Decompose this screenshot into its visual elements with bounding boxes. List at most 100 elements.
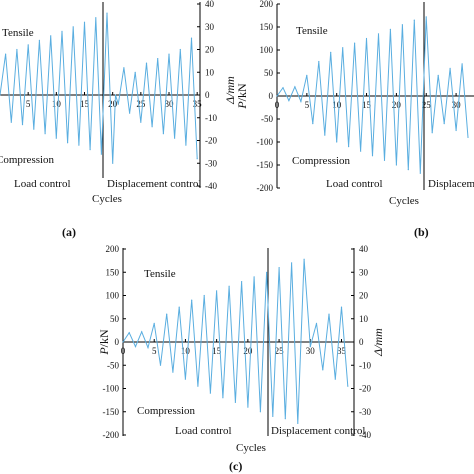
panel-a-point xyxy=(89,149,91,151)
panel-c-y-tick-label: 50 xyxy=(110,314,120,324)
panel-b-point xyxy=(389,28,391,30)
panel-a-point xyxy=(10,121,12,123)
panel-c-point xyxy=(340,306,343,308)
panel-c-point xyxy=(178,306,180,308)
panel-b-point xyxy=(354,42,356,44)
panel-a-x-tick-label: 15 xyxy=(80,99,90,109)
panel-c-y2-tick-label: -40 xyxy=(359,430,371,440)
panel-a-point xyxy=(151,126,153,128)
panel-c-tensile-label: Tensile xyxy=(144,268,176,280)
panel-c-point xyxy=(309,346,311,348)
panel-b: 0 5 10 15 20 25 30 200150100500-50-100-150-200… xyxy=(235,0,474,239)
panel-c-x-tick-label: 25 xyxy=(275,346,285,356)
panel-a-point xyxy=(134,71,136,73)
panel-a-point xyxy=(157,58,159,60)
panel-b-points xyxy=(276,16,469,174)
panel-a-point xyxy=(5,53,7,55)
panel-a-point xyxy=(106,12,108,14)
panel-c-point xyxy=(322,369,324,371)
panel-c-x-tick-label: 15 xyxy=(212,346,222,356)
panel-a-point xyxy=(114,94,117,96)
panel-b-point xyxy=(276,95,278,97)
panel-a-point xyxy=(140,121,142,123)
panel-b-point xyxy=(324,134,326,136)
panel-a-x-tick-label: 20 xyxy=(108,99,118,109)
panel-c-point xyxy=(216,290,218,292)
panel-a-point xyxy=(67,142,69,144)
panel-c-y-tick-label: 0 xyxy=(115,337,120,347)
panel-b-point xyxy=(443,123,445,125)
panel-b-x-tick-label: 25 xyxy=(422,100,432,110)
panel-b-point xyxy=(342,47,344,49)
panel-c-point xyxy=(172,371,174,373)
panel-c-x-tick-label: 35 xyxy=(337,346,347,356)
panel-b-x-tick-label: 15 xyxy=(362,100,372,110)
panel-c-point xyxy=(328,313,330,315)
panel-c-y-tick-label: 100 xyxy=(106,291,120,301)
panel-b-x-tick-label: 0 xyxy=(275,100,280,110)
panel-a-point xyxy=(196,158,198,160)
panel-b-point xyxy=(407,169,409,171)
panel-a-y2-tick-label: 20 xyxy=(205,45,215,55)
panel-c-y-tick-label: -50 xyxy=(107,360,119,370)
panel-c-x-tick-label: 5 xyxy=(152,346,157,356)
panel-c-x-label: Cycles xyxy=(236,442,266,454)
panel-c-point xyxy=(141,331,143,333)
panel-c-point xyxy=(184,378,186,380)
panel-a-point xyxy=(83,21,86,23)
panel-b-x-tick-label: 30 xyxy=(452,100,462,110)
panel-b-y-tick-label: 100 xyxy=(260,45,274,55)
panel-a-x-tick-label: 10 xyxy=(52,99,62,109)
panel-c-point xyxy=(291,262,293,264)
panel-c-point xyxy=(284,418,286,420)
panel-a: 5 10 15 20 25 30 35 40 30 20 10 0 -10 -20 -30 -40 Tens… xyxy=(0,0,237,239)
panel-b-point xyxy=(419,172,421,174)
panel-c-point xyxy=(315,322,318,324)
panel-b-y-tick-label: -50 xyxy=(261,114,273,124)
panel-a-point xyxy=(61,30,63,32)
panel-b-x-label: Cycles xyxy=(389,195,419,207)
panel-a-y2-tick-label: 10 xyxy=(205,67,215,77)
panel-c-point xyxy=(259,411,261,413)
panel-a-load-control-label: Load control xyxy=(14,178,71,190)
panel-c-y-tick-label: 200 xyxy=(106,244,120,254)
panel-a-x-tick-label: 30 xyxy=(165,99,175,109)
panel-c-point xyxy=(166,313,168,315)
panel-a-y2-tick-label: 0 xyxy=(205,90,210,100)
panel-c-load-control-label: Load control xyxy=(175,425,232,437)
panel-c-y2-tick-label: 20 xyxy=(359,291,369,301)
panel-a-tensile-label: Tensile xyxy=(2,27,34,39)
panel-a-y2-tick-label: -10 xyxy=(205,113,217,123)
panel-a-point xyxy=(168,53,170,55)
panel-a-points xyxy=(0,12,198,164)
panel-a-y2-tick-label: 40 xyxy=(205,0,215,9)
panel-b-point xyxy=(365,37,368,40)
panel-b-point xyxy=(467,136,469,138)
panel-c-point xyxy=(128,332,130,334)
panel-c-displacement-control-label: Displacement control xyxy=(271,425,365,437)
panel-b-point xyxy=(306,74,308,76)
panel-a-point xyxy=(0,94,1,96)
panel-b-point xyxy=(383,159,386,161)
panel-a-x-tick-label: 35 xyxy=(193,99,203,109)
panel-b-point xyxy=(312,123,314,125)
panel-a-point xyxy=(185,144,187,146)
panel-c-point xyxy=(266,271,268,273)
panel-b-point xyxy=(401,24,403,26)
panel-a-point xyxy=(72,26,74,28)
panel-c-y2-tick-label: 30 xyxy=(359,267,369,277)
panel-a-point xyxy=(55,137,57,139)
panel-c-point xyxy=(203,294,205,297)
panel-b-point xyxy=(413,19,415,21)
panel-c-points xyxy=(122,258,349,424)
panel-b-point xyxy=(455,129,457,132)
panel-b-point xyxy=(431,132,433,134)
panel-c-point xyxy=(247,406,249,408)
panel-a-point xyxy=(145,62,148,64)
panel-b-left-y-label: P/kN xyxy=(235,83,249,110)
panel-b-y-tick-label: 200 xyxy=(260,0,274,9)
panel-b-y-tick-label: 50 xyxy=(264,68,274,78)
panel-b-point xyxy=(288,100,290,102)
